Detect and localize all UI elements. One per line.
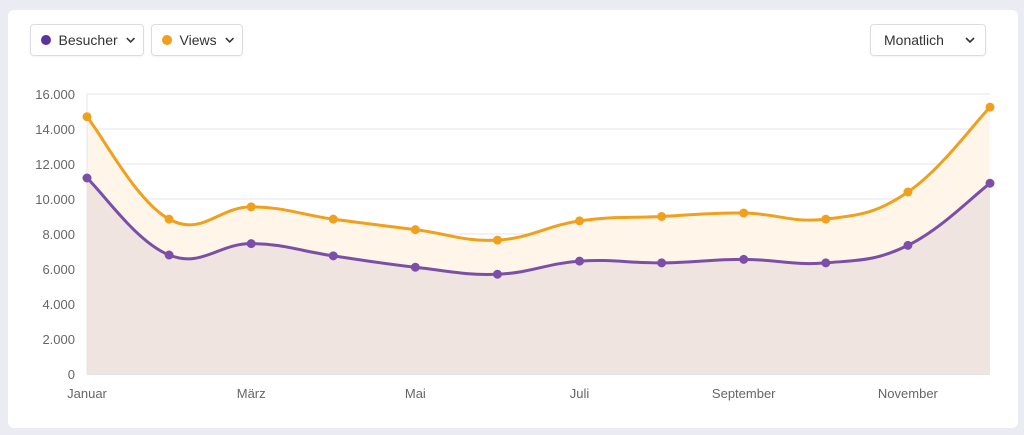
- views-point: [985, 102, 995, 112]
- y-tick-label: 2.000: [42, 332, 75, 347]
- views-point: [657, 212, 667, 221]
- y-tick-label: 0: [68, 367, 75, 382]
- y-tick-label: 12.000: [35, 157, 75, 172]
- x-tick-label: November: [878, 386, 939, 401]
- besucher-point: [492, 269, 502, 279]
- x-tick-label: Januar: [67, 386, 107, 401]
- period-select-value: Monatlich: [884, 32, 944, 48]
- besucher-point: [985, 178, 995, 188]
- y-tick-label: 16.000: [35, 87, 75, 102]
- besucher-point: [328, 251, 338, 261]
- period-select[interactable]: Monatlich: [870, 24, 986, 56]
- besucher-point: [82, 173, 92, 183]
- legend-views-dropdown[interactable]: Views: [151, 24, 243, 56]
- chevron-down-icon: [224, 37, 234, 43]
- besucher-point: [410, 262, 420, 272]
- chevron-down-icon: [965, 37, 975, 44]
- y-tick-label: 10.000: [35, 192, 75, 207]
- x-tick-label: Juli: [570, 386, 590, 401]
- views-point: [492, 235, 502, 245]
- views-point: [575, 216, 585, 226]
- y-tick-label: 4.000: [42, 297, 75, 312]
- x-tick-label: März: [237, 386, 266, 401]
- chevron-down-icon: [125, 37, 135, 43]
- besucher-area: [87, 178, 990, 374]
- y-tick-label: 6.000: [42, 262, 75, 277]
- x-tick-label: Mai: [405, 386, 426, 401]
- views-point: [246, 202, 256, 212]
- views-point: [821, 214, 831, 224]
- besucher-point: [657, 258, 667, 268]
- besucher-point: [903, 240, 913, 250]
- besucher-point: [575, 256, 585, 266]
- x-tick-label: September: [712, 386, 776, 401]
- views-line: [85, 106, 992, 242]
- legend-besucher-dropdown[interactable]: Besucher: [30, 24, 144, 56]
- y-tick-label: 8.000: [42, 227, 75, 242]
- views-point: [410, 225, 420, 235]
- besucher-point: [164, 250, 174, 260]
- views-point: [82, 112, 92, 122]
- besucher-dot-icon: [41, 35, 51, 45]
- besucher-point: [739, 254, 749, 264]
- legend-besucher-label: Besucher: [58, 32, 118, 48]
- views-dot-icon: [162, 35, 172, 45]
- besucher-line: [85, 176, 991, 276]
- legend-views-label: Views: [179, 32, 217, 48]
- views-point: [328, 214, 338, 224]
- views-point: [903, 187, 913, 197]
- views-point: [739, 208, 749, 218]
- views-point: [164, 214, 174, 224]
- besucher-point: [246, 239, 256, 249]
- y-tick-label: 14.000: [35, 122, 75, 137]
- besucher-point: [821, 258, 831, 268]
